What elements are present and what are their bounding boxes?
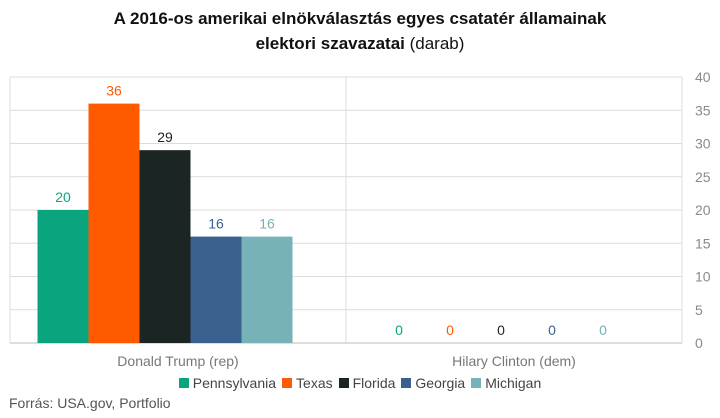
legend-label: Florida [352, 375, 396, 391]
legend-item: Florida [338, 375, 396, 391]
legend-label: Georgia [415, 375, 466, 391]
x-category-label: Hilary Clinton (dem) [452, 353, 576, 369]
legend-swatch [471, 378, 482, 388]
y-tick-label: 35 [695, 102, 711, 118]
data-label: 29 [157, 129, 173, 145]
chart-title-bold: elektori szavazatai [255, 34, 405, 53]
bar [37, 210, 89, 343]
legend-item: Pennsylvania [178, 375, 277, 391]
data-label: 0 [599, 322, 607, 338]
data-label: 16 [259, 216, 275, 232]
y-tick-label: 5 [695, 302, 703, 318]
source-note: Forrás: USA.gov, Portfolio [9, 395, 171, 411]
data-label: 0 [446, 322, 454, 338]
legend-swatch [338, 378, 349, 388]
y-tick-label: 20 [695, 202, 711, 218]
chart-title-line2: elektori szavazatai (darab) [0, 33, 720, 55]
data-label: 20 [55, 189, 71, 205]
legend: Pennsylvania Texas Florida Georgia Michigan [0, 375, 720, 391]
legend-swatch [178, 378, 189, 388]
chart-title-unit: (darab) [409, 34, 465, 53]
y-tick-label: 0 [695, 335, 703, 351]
bar [190, 236, 242, 343]
bar [139, 150, 191, 343]
legend-label: Texas [296, 375, 333, 391]
legend-item: Texas [282, 375, 333, 391]
data-label: 0 [548, 322, 556, 338]
legend-item: Georgia [401, 375, 465, 391]
legend-item: Michigan [471, 375, 541, 391]
data-label: 0 [395, 322, 403, 338]
legend-swatch [401, 378, 412, 388]
legend-label: Pennsylvania [192, 375, 277, 391]
y-tick-label: 25 [695, 169, 711, 185]
data-label: 0 [497, 322, 505, 338]
legend-label: Michigan [485, 375, 542, 391]
chart-title-line1: A 2016-os amerikai elnökválasztás egyes … [113, 9, 607, 28]
bar [88, 103, 140, 343]
y-tick-label: 40 [695, 69, 711, 85]
y-tick-label: 15 [695, 235, 711, 251]
x-category-label: Donald Trump (rep) [117, 353, 238, 369]
legend-swatch [282, 378, 293, 388]
y-tick-label: 10 [695, 269, 711, 285]
y-tick-label: 30 [695, 136, 711, 152]
data-label: 16 [208, 216, 224, 232]
bar [241, 236, 293, 343]
data-label: 36 [106, 83, 122, 99]
